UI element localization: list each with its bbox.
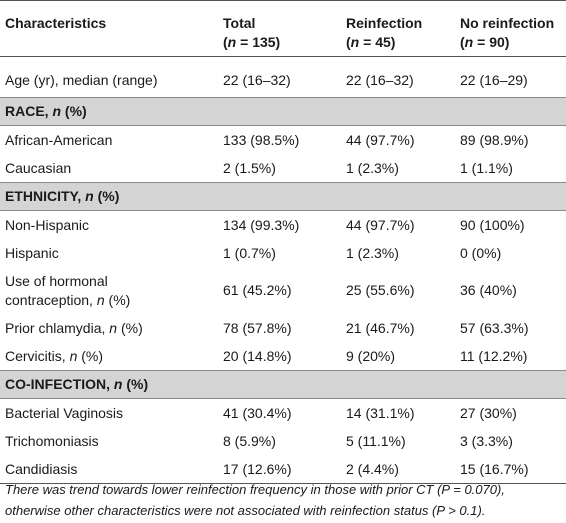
cell-total: 20 (14.8%) [223, 347, 292, 364]
header-reinfection-n: (n = 45) [346, 34, 396, 50]
cell-reinfection: 9 (20%) [346, 347, 396, 364]
cell-reinfection: 2 (4.4%) [341, 455, 455, 484]
row-label: Hispanic [5, 244, 59, 261]
cell-reinfection: 25 (55.6%) [346, 282, 415, 298]
header-no-reinfection: No reinfection (n = 90) [455, 1, 566, 57]
row-label-line1: Use of hormonal [5, 272, 108, 289]
section-row-race: RACE, n (%) [0, 97, 566, 126]
cell-reinfection: 14 (31.1%) [346, 404, 415, 421]
table-row: Age (yr), median (range) 22 (16–32) 22 (… [0, 57, 566, 98]
row-label: Bacterial Vaginosis [5, 404, 124, 421]
cell-reinfection: 5 (11.1%) [346, 432, 406, 449]
cell-no-reinfection: 27 (30%) [460, 404, 517, 421]
cell-reinfection: 22 (16–32) [346, 71, 414, 88]
cell-no-reinfection: 11 (12.2%) [460, 347, 528, 364]
cell-no-reinfection: 0 (0%) [460, 244, 502, 261]
row-label-line2: contraception, n (%) [5, 291, 131, 308]
row-label: Use of hormonal contraception, n (%) [0, 267, 218, 314]
row-label: African-American [5, 131, 113, 148]
table-row: Prior chlamydia, n (%) 78 (57.8%) 21 (46… [0, 314, 566, 342]
cell-no-reinfection: 3 (3.3%) [460, 432, 513, 449]
section-label-coinfection: CO-INFECTION, n (%) [0, 370, 566, 399]
row-label: Non-Hispanic [5, 216, 90, 233]
cell-total: 22 (16–32) [223, 71, 291, 88]
characteristics-table-container: Characteristics Total (n = 135) Reinfect… [0, 0, 566, 484]
header-total: Total (n = 135) [218, 1, 341, 57]
header-characteristics: Characteristics [5, 15, 107, 31]
table-row: Cervicitis, n (%) 20 (14.8%) 9 (20%) 11 … [0, 342, 566, 371]
row-label: Age (yr), median (range) [5, 71, 158, 88]
table-row: Hispanic 1 (0.7%) 1 (2.3%) 0 (0%) [0, 239, 566, 267]
section-row-coinfection: CO-INFECTION, n (%) [0, 370, 566, 399]
row-label: Cervicitis, n (%) [5, 347, 104, 364]
cell-reinfection: 21 (46.7%) [346, 319, 415, 336]
row-label: Trichomoniasis [5, 432, 99, 449]
cell-no-reinfection: 36 (40%) [460, 282, 517, 298]
cell-total: 78 (57.8%) [223, 319, 292, 336]
table-row: Use of hormonal contraception, n (%) 61 … [0, 267, 566, 314]
cell-total: 134 (99.3%) [223, 216, 300, 233]
row-label: Candidiasis [0, 455, 218, 484]
table-row: Bacterial Vaginosis 41 (30.4%) 14 (31.1%… [0, 399, 566, 428]
cell-total: 2 (1.5%) [223, 159, 276, 176]
table-row: Non-Hispanic 134 (99.3%) 44 (97.7%) 90 (… [0, 211, 566, 240]
cell-total: 17 (12.6%) [218, 455, 341, 484]
cell-no-reinfection: 1 (1.1%) [460, 159, 513, 176]
cell-no-reinfection: 15 (16.7%) [455, 455, 566, 484]
table-row: Caucasian 2 (1.5%) 1 (2.3%) 1 (1.1%) [0, 154, 566, 183]
table-row: African-American 133 (98.5%) 44 (97.7%) … [0, 126, 566, 155]
table-header-row: Characteristics Total (n = 135) Reinfect… [0, 0, 566, 57]
row-label: Caucasian [5, 159, 72, 176]
table-row: Candidiasis 17 (12.6%) 2 (4.4%) 15 (16.7… [0, 455, 566, 484]
header-no-reinfection-label: No reinfection [460, 15, 555, 31]
cell-no-reinfection: 57 (63.3%) [460, 319, 529, 336]
header-reinfection-label: Reinfection [346, 15, 423, 31]
header-total-n: (n = 135) [223, 34, 281, 50]
cell-total: 61 (45.2%) [223, 282, 292, 298]
cell-total: 8 (5.9%) [223, 432, 276, 449]
cell-no-reinfection: 22 (16–29) [460, 71, 528, 88]
cell-reinfection: 44 (97.7%) [346, 216, 415, 233]
cell-total: 41 (30.4%) [223, 404, 292, 421]
table-footnote: There was trend towards lower reinfectio… [5, 482, 505, 518]
section-row-ethnicity: ETHNICITY, n (%) [0, 182, 566, 211]
section-label-ethnicity: ETHNICITY, n (%) [0, 182, 566, 211]
cell-reinfection: 44 (97.7%) [346, 131, 415, 148]
header-total-label: Total [223, 15, 256, 31]
cell-total: 133 (98.5%) [223, 131, 300, 148]
cell-total: 1 (0.7%) [223, 244, 276, 261]
cell-reinfection: 1 (2.3%) [346, 244, 399, 261]
characteristics-table: Characteristics Total (n = 135) Reinfect… [0, 0, 566, 484]
row-label: Prior chlamydia, n (%) [5, 319, 143, 336]
table-row: Trichomoniasis 8 (5.9%) 5 (11.1%) 3 (3.3… [0, 427, 566, 455]
cell-no-reinfection: 90 (100%) [460, 216, 525, 233]
header-no-reinfection-n: (n = 90) [460, 34, 510, 50]
cell-reinfection: 1 (2.3%) [346, 159, 399, 176]
header-reinfection: Reinfection (n = 45) [341, 1, 455, 57]
cell-no-reinfection: 89 (98.9%) [460, 131, 529, 148]
section-label-race: RACE, n (%) [0, 97, 566, 126]
